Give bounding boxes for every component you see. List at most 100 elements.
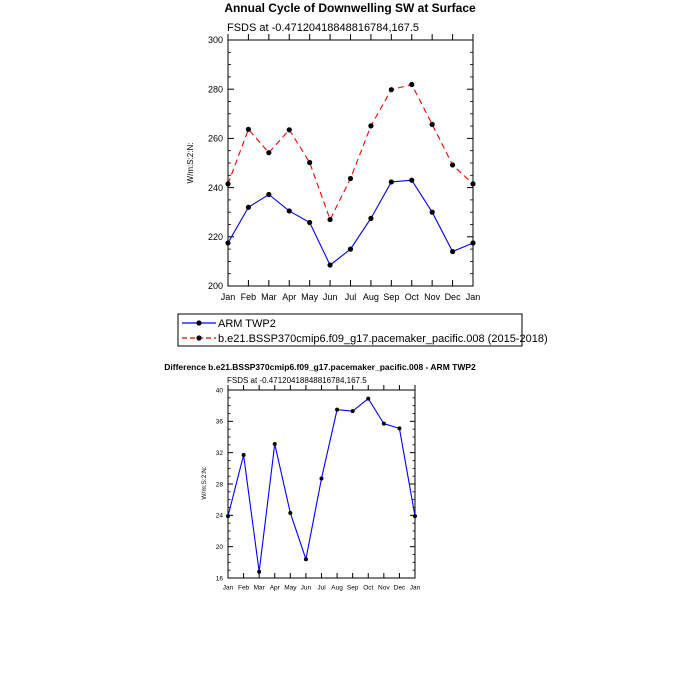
y-tick-label: 24 xyxy=(216,513,224,520)
chart1-series xyxy=(225,81,476,268)
data-point xyxy=(303,557,308,562)
x-tick-label: Apr xyxy=(270,585,281,592)
data-point xyxy=(286,208,292,214)
data-point xyxy=(388,179,394,185)
data-point xyxy=(449,248,456,255)
y-tick-label: 220 xyxy=(208,232,223,242)
y-tick-label: 200 xyxy=(208,281,223,291)
data-point xyxy=(388,87,394,93)
x-tick-label: Sep xyxy=(383,292,399,302)
data-point xyxy=(381,421,386,426)
data-point xyxy=(429,121,435,127)
y-tick-label: 16 xyxy=(216,575,224,582)
data-point xyxy=(413,514,417,519)
x-tick-label: Jan xyxy=(410,585,421,592)
chart2-series xyxy=(226,396,417,574)
x-tick-label: Nov xyxy=(378,585,390,592)
data-point xyxy=(368,123,374,129)
x-tick-label: May xyxy=(301,292,319,302)
data-point xyxy=(245,204,252,210)
data-point xyxy=(241,453,246,458)
data-point xyxy=(470,240,476,246)
x-tick-label: Feb xyxy=(241,292,257,302)
data-point xyxy=(366,396,371,401)
data-point xyxy=(470,181,476,187)
y-tick-label: 28 xyxy=(216,481,224,488)
data-point xyxy=(307,159,313,166)
x-tick-label: Dec xyxy=(394,585,406,592)
data-point xyxy=(266,150,272,156)
chart1-legend: ARM TWP2 b.e21.BSSP370cmip6.f09_g17.pace… xyxy=(177,313,548,347)
data-point xyxy=(319,476,324,481)
chart2-subtitle: FSDS at -0.47120418848816784,167.5 xyxy=(227,376,367,385)
legend-label-model: b.e21.BSSP370cmip6.f09_g17.pacemaker_pac… xyxy=(218,333,548,345)
data-point xyxy=(327,216,333,223)
data-point xyxy=(257,569,262,574)
x-tick-label: Jan xyxy=(221,292,236,302)
x-tick-label: Aug xyxy=(331,585,343,592)
data-point xyxy=(409,177,415,183)
x-tick-label: Oct xyxy=(363,585,373,592)
y-tick-label: 260 xyxy=(208,134,223,144)
data-point xyxy=(307,219,313,226)
y-tick-label: 240 xyxy=(208,183,223,193)
x-tick-label: Mar xyxy=(254,585,266,592)
data-point xyxy=(245,126,252,132)
data-point xyxy=(368,215,374,221)
data-point xyxy=(225,181,231,187)
data-point xyxy=(272,442,277,447)
x-tick-label: Mar xyxy=(261,292,277,302)
chart2-axes: Jan Feb Mar Apr May Jun Jul Aug Sep Oct Nov Dec Jan 1… xyxy=(216,385,421,592)
y-tick-label: 40 xyxy=(216,387,224,394)
legend-marker-arm xyxy=(196,320,202,326)
series-line-1 xyxy=(227,83,474,221)
chart1-subtitle: FSDS at -0.47120418848816784,167.5 xyxy=(227,22,419,34)
y-tick-label: 300 xyxy=(208,35,223,45)
y-tick-label: 32 xyxy=(216,450,224,457)
x-tick-label: Apr xyxy=(282,292,296,302)
chart2-title: Difference b.e21.BSSP370cmip6.f09_g17.pa… xyxy=(164,362,476,372)
difference-chart: Difference b.e21.BSSP370cmip6.f09_g17.pa… xyxy=(164,362,476,592)
data-point xyxy=(429,209,435,215)
y-tick-label: 36 xyxy=(216,419,224,426)
legend-box xyxy=(177,313,523,347)
legend-marker-model xyxy=(196,335,202,341)
data-point xyxy=(397,426,402,431)
data-point xyxy=(409,81,415,88)
series-line-0 xyxy=(227,179,474,266)
data-point xyxy=(225,240,231,246)
legend-label-arm: ARM TWP2 xyxy=(218,318,276,330)
x-tick-label: Jul xyxy=(317,585,326,592)
annual-cycle-chart: Annual Cycle of Downwelling SW at Surfac… xyxy=(186,1,480,302)
data-point xyxy=(286,127,292,133)
x-tick-label: Jun xyxy=(323,292,338,302)
data-point xyxy=(226,514,230,519)
chart2-ylabel: W/m:S:2:N: xyxy=(201,466,208,499)
data-point xyxy=(449,162,456,168)
x-tick-label: Dec xyxy=(445,292,462,302)
x-tick-label: Nov xyxy=(424,292,441,302)
x-tick-label: Sep xyxy=(347,585,359,592)
x-tick-label: Oct xyxy=(405,292,420,302)
data-point xyxy=(347,246,354,252)
chart1-axes: Jan Feb Mar Apr May Jun Jul Aug Sep Oct Nov Dec Jan2… xyxy=(208,34,480,302)
x-tick-label: Jan xyxy=(466,292,481,302)
chart1-ylabel: W/m:S:2:N: xyxy=(186,143,195,184)
y-tick-label: 20 xyxy=(216,544,224,551)
series-line-0 xyxy=(227,397,416,572)
x-tick-label: May xyxy=(284,585,297,592)
x-tick-label: Jun xyxy=(301,585,312,592)
x-tick-label: Jan xyxy=(223,585,234,592)
data-point xyxy=(266,191,272,198)
x-tick-label: Feb xyxy=(238,585,250,592)
y-tick-label: 280 xyxy=(208,84,223,94)
x-tick-label: Jul xyxy=(345,292,357,302)
data-point xyxy=(347,175,354,182)
data-point xyxy=(288,510,293,515)
data-point xyxy=(335,407,340,412)
data-point xyxy=(327,262,333,268)
data-point xyxy=(350,409,355,414)
x-tick-label: Aug xyxy=(363,292,379,302)
chart1-title: Annual Cycle of Downwelling SW at Surfac… xyxy=(224,1,476,15)
